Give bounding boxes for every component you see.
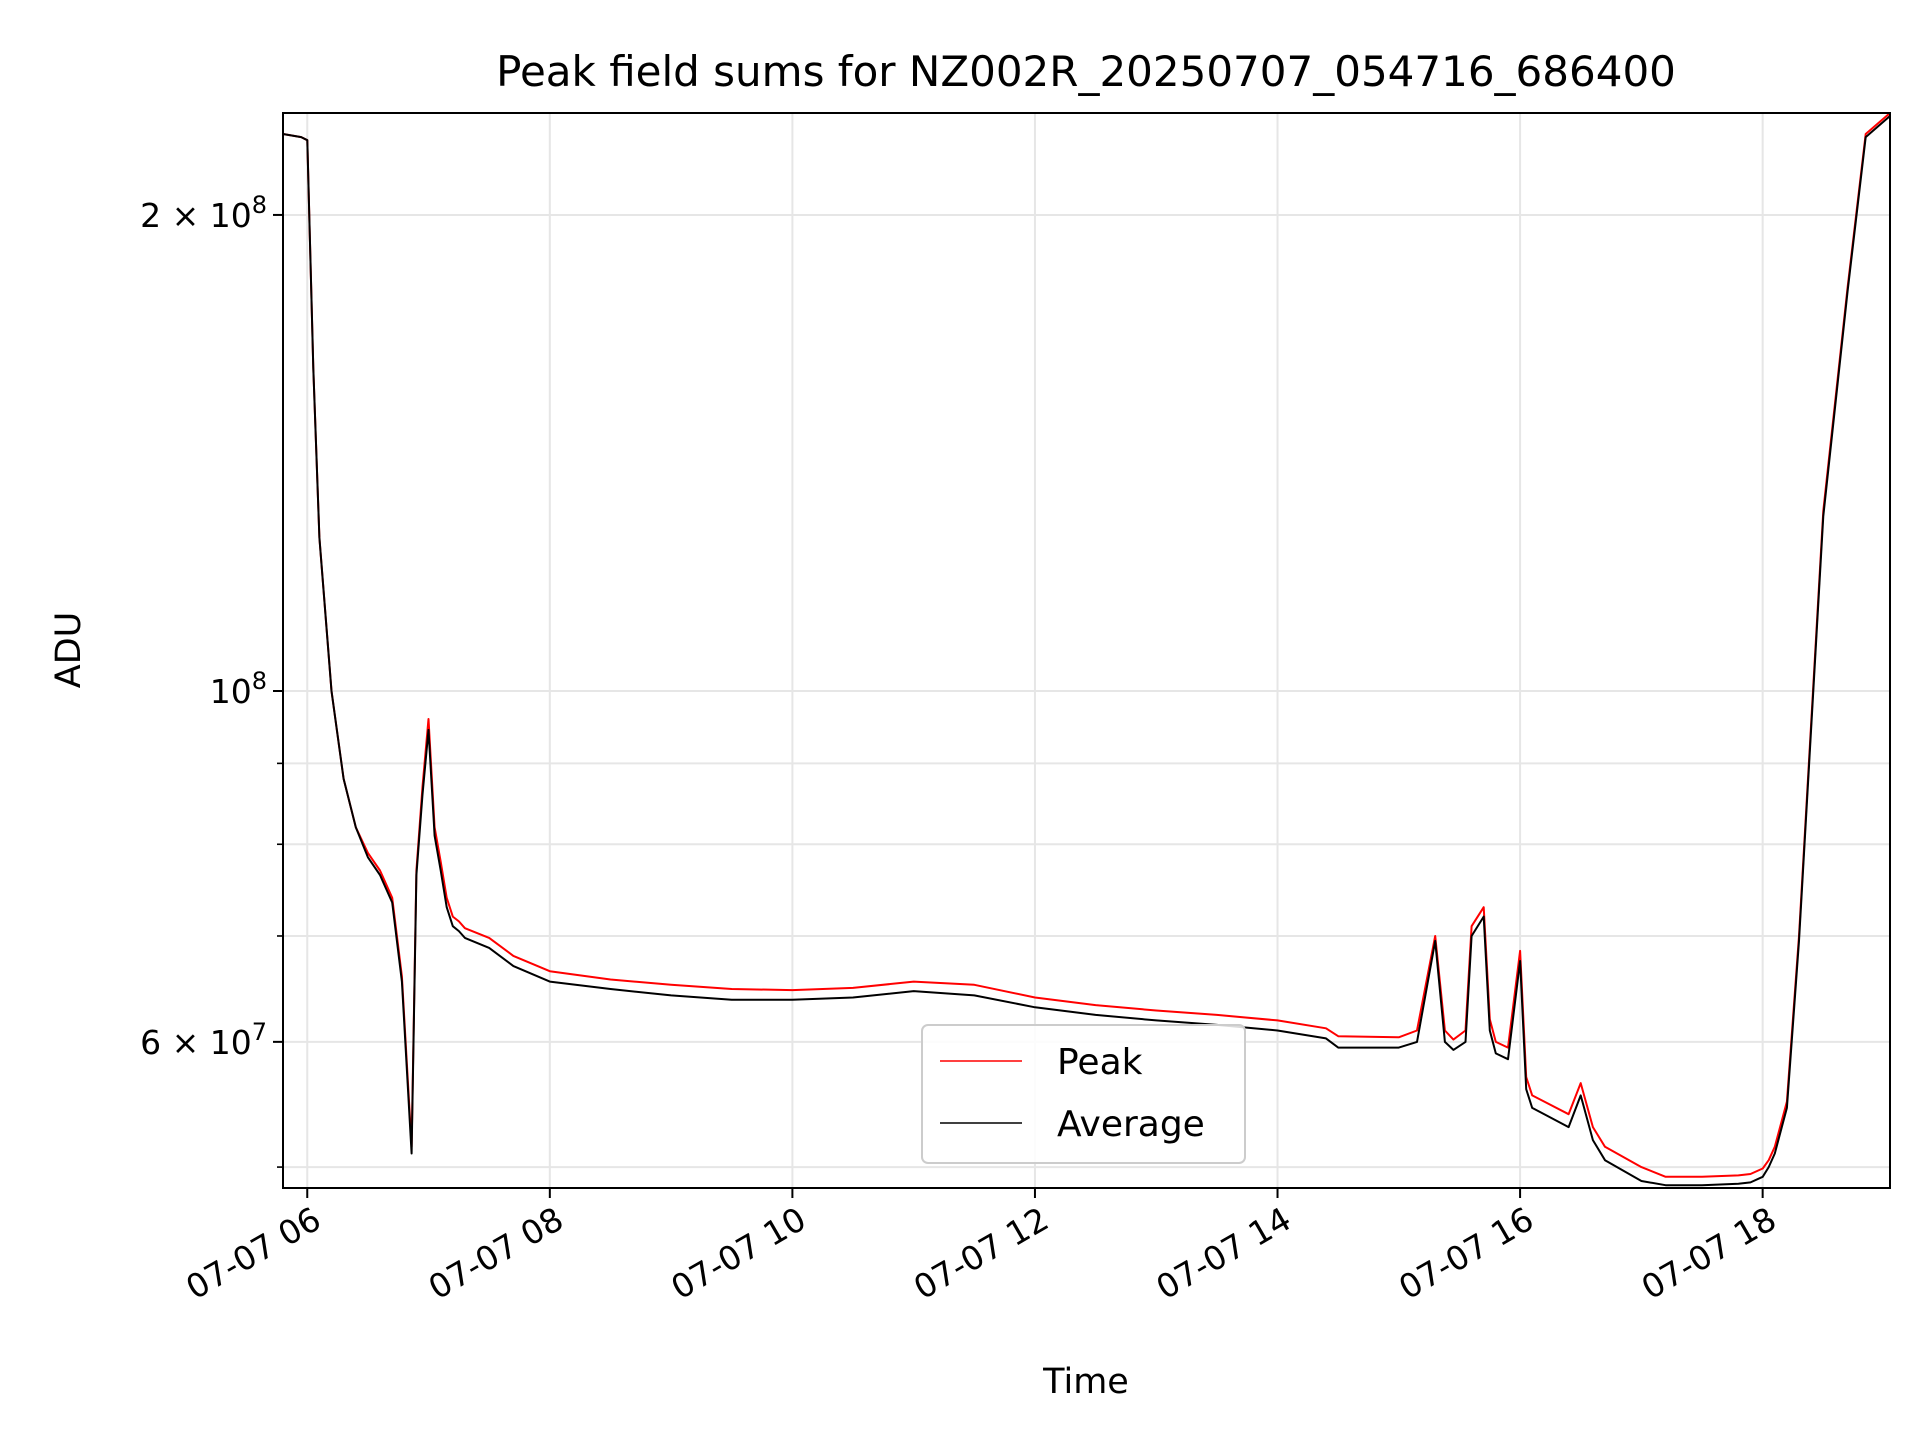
ticks — [273, 213, 1764, 1198]
y-tick-label: 2 × 108 — [140, 191, 267, 235]
y-tick-label: 108 — [210, 667, 267, 711]
y-tick-labels: 2 × 108 108 6 × 107 — [140, 191, 267, 1062]
y-tick-label: 6 × 107 — [140, 1018, 267, 1062]
legend-label-peak: Peak — [1057, 1042, 1143, 1083]
chart-title: Peak field sums for NZ002R_20250707_0547… — [496, 47, 1676, 96]
legend-box — [921, 1024, 1246, 1164]
plot-frame — [282, 112, 1891, 1189]
y-axis-label: ADU — [49, 612, 89, 689]
legend-label-average: Average — [1057, 1104, 1205, 1145]
x-axis-label: Time — [1042, 1362, 1129, 1402]
legend: Peak Average — [921, 1024, 1246, 1164]
series-line-average — [282, 115, 1891, 1187]
series-layer — [282, 112, 1891, 1187]
